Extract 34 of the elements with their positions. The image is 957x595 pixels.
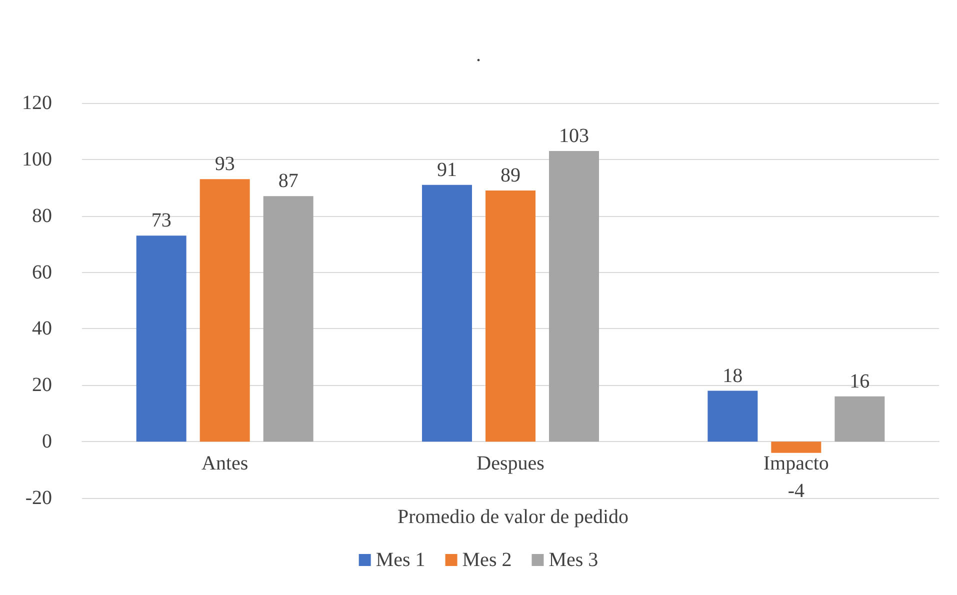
bar — [263, 196, 314, 442]
y-tick-label: 80 — [32, 204, 52, 227]
y-tick-label: 20 — [32, 374, 52, 396]
data-label: 89 — [500, 164, 520, 186]
legend-label: Mes 1 — [376, 549, 426, 571]
bar — [422, 184, 472, 442]
bar — [834, 396, 885, 442]
y-tick-label: 100 — [22, 148, 52, 170]
bar — [708, 390, 758, 442]
data-label: 18 — [722, 364, 743, 387]
chart-title: . — [476, 44, 481, 66]
data-label: 93 — [214, 153, 235, 176]
y-tick-label: 0 — [42, 430, 52, 453]
data-label: 16 — [850, 370, 870, 392]
y-tick-label: 60 — [32, 261, 52, 284]
x-tick-label: Despues — [476, 452, 545, 475]
data-label: 91 — [437, 158, 457, 181]
bar — [486, 190, 536, 442]
data-label: 87 — [278, 170, 298, 192]
x-tick-label: Impacto — [763, 452, 829, 475]
y-tick-label: 120 — [22, 92, 52, 114]
y-tick-label: 40 — [32, 318, 52, 340]
bar — [771, 442, 822, 453]
x-axis-title: Promedio de valor de pedido — [397, 506, 629, 528]
legend-label: Mes 2 — [462, 549, 512, 571]
bar — [200, 179, 250, 442]
legend-label: Mes 3 — [548, 549, 598, 571]
data-label: 103 — [559, 124, 589, 147]
data-label: 73 — [151, 210, 172, 232]
x-tick-label: Antes — [201, 452, 248, 475]
bar — [549, 150, 599, 442]
bar — [136, 236, 186, 442]
data-label: -4 — [788, 480, 805, 502]
y-tick-label: -20 — [25, 487, 52, 509]
